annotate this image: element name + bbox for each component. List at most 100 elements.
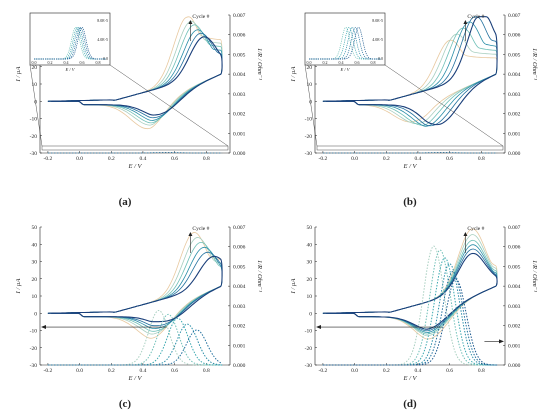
cycle-arrow-head <box>463 232 468 236</box>
cycle-label: Cycle # <box>467 226 484 232</box>
y-tick-label-left: 50 <box>32 225 38 231</box>
y-tick-label-left: 10 <box>32 82 38 88</box>
y-tick-label-right: 0.002 <box>233 112 246 118</box>
y-tick-label-right: 0.001 <box>508 131 521 137</box>
inset-y-tick-label: 0.0 <box>103 56 108 61</box>
panel-label: (d) <box>403 398 417 410</box>
y-tick-label-left: -30 <box>30 151 38 157</box>
x-tick-label: 0.4 <box>414 156 421 162</box>
y-tick-label-left: 30 <box>32 260 38 266</box>
cv-curve-2 <box>47 237 223 335</box>
cycle-arrow-head <box>188 232 193 236</box>
y-axis-label-right: 1/R / Ohm⁻¹ <box>256 260 263 292</box>
inset-x-label: E / V <box>65 67 76 72</box>
y-tick-label-right: 0.007 <box>508 225 521 231</box>
cycle-label: Cycle # <box>192 226 209 232</box>
cv-curve-6 <box>322 16 498 126</box>
zoom-connector-left <box>304 64 318 147</box>
y-tick-label-left: -30 <box>305 363 313 369</box>
panel-label: (b) <box>403 196 417 208</box>
conductance-curve-3 <box>322 257 498 366</box>
y-tick-label-right: 0.005 <box>508 264 521 270</box>
arrow-right-head <box>499 339 504 344</box>
conductance-baseline <box>322 151 498 154</box>
y-tick-label-right: 0.001 <box>233 343 246 349</box>
inset-y-tick-label: 8.0E-5 <box>97 18 108 23</box>
x-tick-label: 0.6 <box>171 368 178 374</box>
y-tick-label-right: 0.002 <box>508 112 521 118</box>
x-axis-label: E / V <box>128 163 143 170</box>
inset-x-tick-label: 0.2 <box>323 60 328 65</box>
y-tick-label-left: -30 <box>30 363 38 369</box>
cv-curve-6 <box>322 252 498 330</box>
inset-x-tick-label: 0.6 <box>80 60 85 65</box>
arrow-left-head <box>316 325 321 330</box>
cycle-label: Cycle # <box>467 14 484 20</box>
y-tick-label-right: 0.005 <box>233 52 246 58</box>
y-tick-label-left: -20 <box>30 134 38 140</box>
conductance-curve-1 <box>47 309 223 366</box>
y-tick-label-right: 0.006 <box>233 245 246 251</box>
x-tick-label: 0.6 <box>171 156 178 162</box>
zoom-connector-right <box>109 64 229 147</box>
y-tick-label-right: 0.000 <box>233 363 246 369</box>
cv-curve-5 <box>47 251 223 327</box>
y-tick-label-right: 0.006 <box>233 33 246 39</box>
y-tick-label-right: 0.004 <box>233 284 246 290</box>
x-tick-label: 0.0 <box>351 156 358 162</box>
x-tick-label: 0.0 <box>76 156 83 162</box>
y-axis-label-right: 1/R / Ohm⁻¹ <box>531 48 538 80</box>
y-tick-label-right: 0.007 <box>233 13 246 19</box>
x-tick-label: -0.2 <box>44 368 53 374</box>
zoom-connector-left <box>29 64 43 147</box>
inset-x-tick-label: 0.4 <box>64 60 69 65</box>
zoom-box <box>316 145 504 151</box>
x-tick-label: 0.8 <box>478 156 485 162</box>
y-tick-label-right: 0.003 <box>233 304 246 310</box>
inset-curve-5 <box>309 27 381 60</box>
y-tick-label-left: 0 <box>34 99 37 105</box>
y-tick-label-left: -20 <box>30 346 38 352</box>
y-tick-label-right: 0.002 <box>508 324 521 330</box>
y-tick-label-right: 0.004 <box>508 284 521 290</box>
x-axis-label: E / V <box>403 163 418 170</box>
y-axis-label-left: I / µA <box>290 279 297 295</box>
x-tick-label: -0.2 <box>44 156 53 162</box>
y-tick-label-right: 0.006 <box>508 33 521 39</box>
conductance-baseline <box>47 151 223 154</box>
y-tick-label-left: 40 <box>32 242 38 248</box>
y-tick-label-right: 0.000 <box>233 151 246 157</box>
cv-curve-5 <box>322 248 498 332</box>
y-tick-label-left: 40 <box>307 242 313 248</box>
inset-y-tick-label: 4.0E-5 <box>97 37 108 42</box>
x-tick-label: 0.2 <box>108 156 115 162</box>
chart-panel-1: -0.20.00.20.40.60.8-30-20-10010203040500… <box>15 12 263 208</box>
chart-panel-2: -0.20.00.20.40.60.8-30-20-10010203040500… <box>290 12 538 208</box>
conductance-curve-5 <box>322 271 498 366</box>
x-tick-label: 0.2 <box>383 368 390 374</box>
y-axis-label-right: 1/R / Ohm⁻¹ <box>256 48 263 80</box>
inset-y-tick-label: 8.0E-5 <box>372 18 383 23</box>
inset-y-tick-label: 4.0E-5 <box>372 37 383 42</box>
y-tick-label-right: 0.001 <box>508 343 521 349</box>
inset-x-label: E / V <box>340 67 351 72</box>
panel-label: (c) <box>119 398 132 410</box>
y-tick-label-right: 0.000 <box>508 363 521 369</box>
inset-x-tick-label: 0.0 <box>307 60 312 65</box>
inset-x-tick-label: 0.8 <box>371 60 376 65</box>
y-axis-label-right: 1/R / Ohm⁻¹ <box>531 260 538 292</box>
x-tick-label: 0.8 <box>203 156 210 162</box>
y-tick-label-left: 20 <box>307 65 313 71</box>
x-tick-label: 0.6 <box>446 156 453 162</box>
y-tick-label-left: 30 <box>307 260 313 266</box>
x-tick-label: 0.0 <box>351 368 358 374</box>
x-tick-label: -0.2 <box>319 368 328 374</box>
x-tick-label: 0.4 <box>139 156 146 162</box>
chart-panel-4: -0.2 0.0 0.2 0.4 0.6 0.8 -30 -20 -10 0 10 20 30 40 50 0… <box>290 225 538 410</box>
x-axis-label: E / V <box>403 375 418 382</box>
inset-x-tick-label: 0.8 <box>96 60 101 65</box>
y-tick-label-left: 50 <box>307 225 313 231</box>
y-tick-label-left: -10 <box>30 329 38 335</box>
arrow-left-head <box>41 325 46 330</box>
